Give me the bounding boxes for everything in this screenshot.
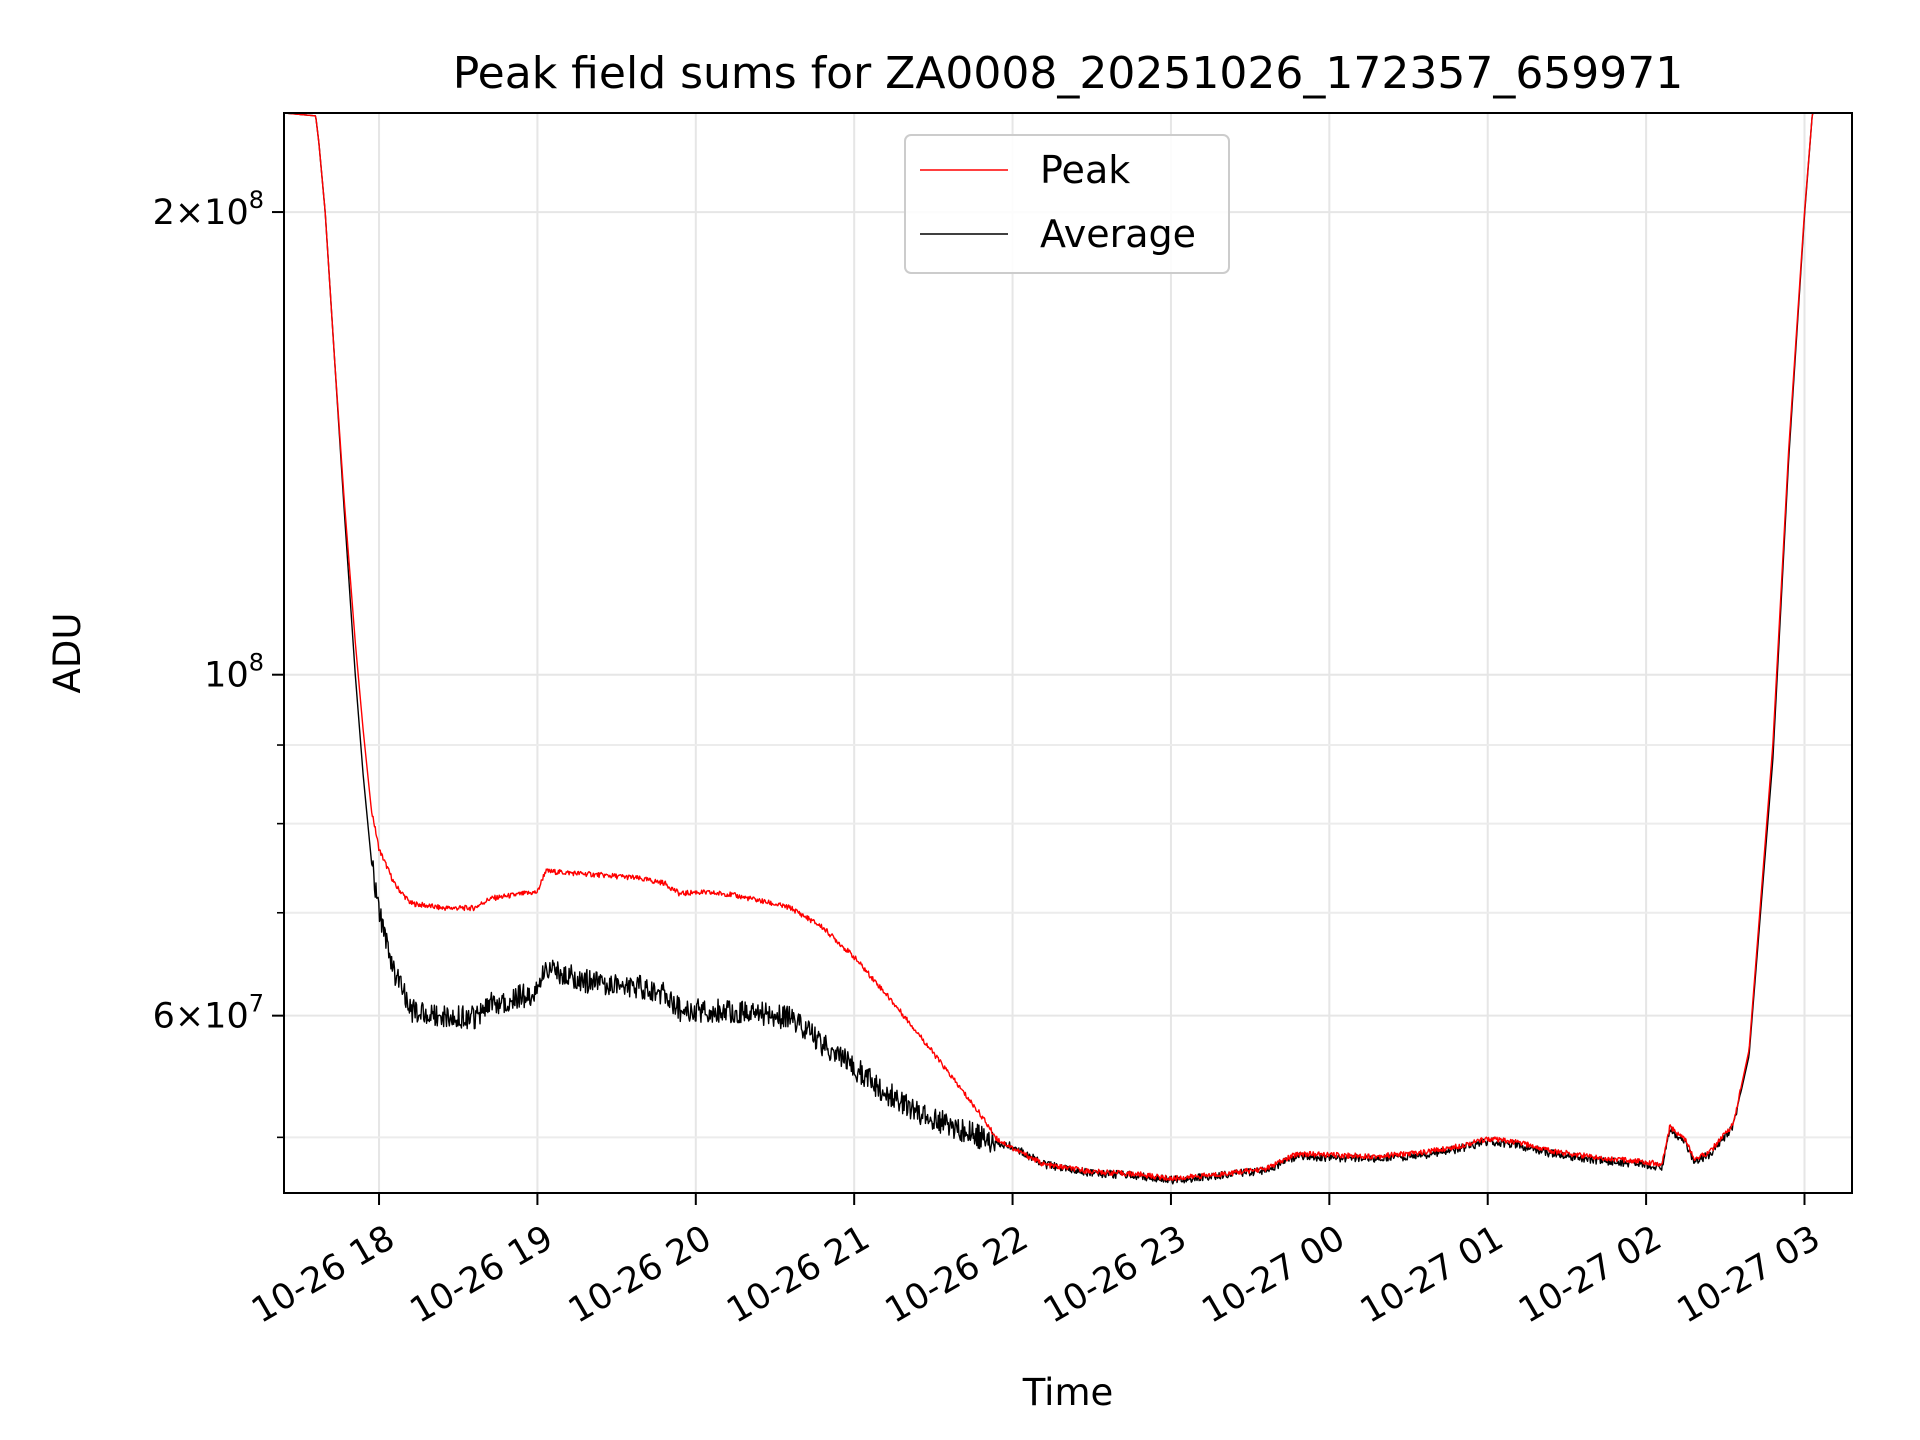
- x-tick-label: 10-26 23: [1037, 1218, 1193, 1331]
- x-tick-label: 10-26 22: [879, 1218, 1035, 1331]
- x-tick-label: 10-26 21: [720, 1218, 876, 1331]
- series-layer: [284, 113, 1852, 1185]
- y-tick-label: 2×108: [153, 186, 264, 233]
- x-tick-label: 10-26 18: [245, 1218, 401, 1331]
- x-tick-label: 10-27 02: [1512, 1218, 1668, 1331]
- y-tick-label: 6×107: [153, 990, 264, 1037]
- x-tick-label: 10-26 19: [404, 1218, 560, 1331]
- grid-layer: [284, 113, 1852, 1193]
- tick-layer: 10-26 18 10-26 19 10-26 20 10-26 21 10-26 22…: [153, 186, 1827, 1331]
- legend-label-average: Average: [1040, 212, 1196, 256]
- series-line-peak: [284, 113, 1852, 1182]
- series-line-average: [284, 113, 1852, 1185]
- x-tick-label: 10-27 03: [1671, 1218, 1827, 1331]
- y-tick-label: 108: [204, 649, 264, 696]
- x-axis-label: Time: [1022, 1371, 1114, 1414]
- legend: Peak Average: [904, 134, 1230, 274]
- x-tick-label: 10-27 00: [1196, 1218, 1352, 1331]
- legend-label-peak: Peak: [1040, 148, 1130, 192]
- plot-frame: [283, 112, 1853, 1194]
- x-tick-label: 10-27 01: [1354, 1218, 1510, 1331]
- chart-title: Peak field sums for ZA0008_20251026_1723…: [453, 48, 1684, 99]
- y-axis-label: ADU: [46, 613, 89, 694]
- x-tick-label: 10-26 20: [562, 1218, 718, 1331]
